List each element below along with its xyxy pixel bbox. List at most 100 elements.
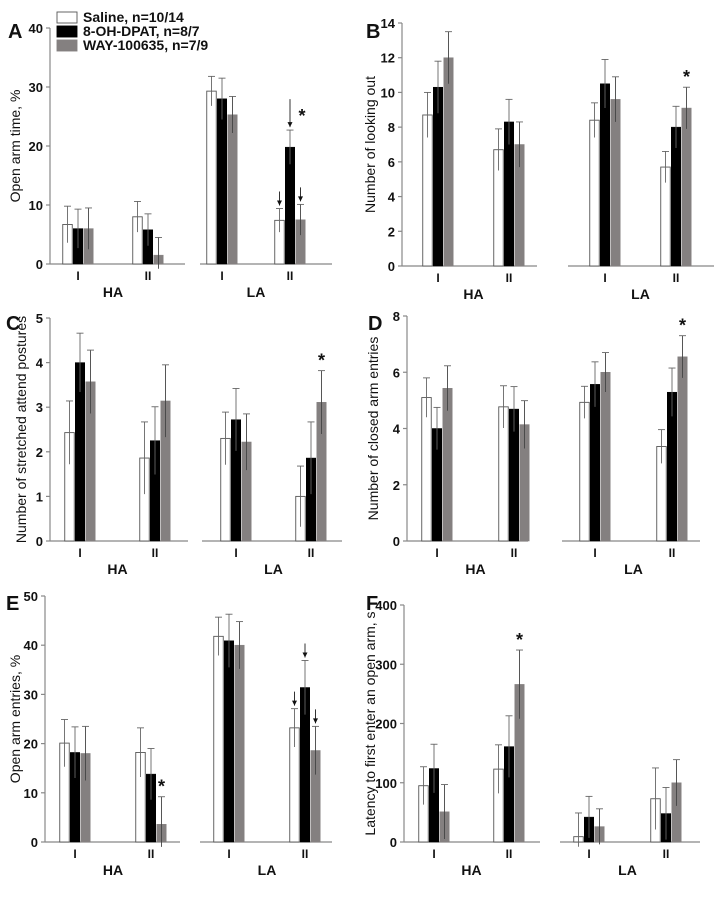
bar — [579, 401, 590, 542]
x-tick-label: II — [506, 847, 513, 861]
bar — [443, 57, 454, 267]
bar — [433, 86, 443, 267]
y-tick-label: 5 — [36, 311, 43, 326]
bar — [589, 119, 600, 267]
y-tick-label: 4 — [388, 190, 396, 205]
y-tick-label: 12 — [381, 51, 395, 66]
y-tick-label: 20 — [24, 737, 38, 752]
y-tick-label: 0 — [390, 835, 397, 850]
panel-label: F — [366, 593, 378, 615]
y-tick-label: 40 — [24, 638, 38, 653]
legend-label: Saline, n=10/14 — [83, 9, 184, 25]
x-tick-label: I — [587, 847, 590, 861]
y-tick-label: 0 — [393, 534, 400, 549]
x-tick-label: II — [152, 546, 159, 560]
legend-swatch — [56, 11, 78, 24]
y-tick-label: 200 — [375, 717, 397, 732]
bar — [213, 635, 224, 843]
y-axis-label: Latency to first enter an open arm, s — [362, 611, 378, 835]
bar — [224, 640, 234, 843]
legend: Saline, n=10/148-OH-DPAT, n=8/7WAY-10063… — [56, 9, 208, 53]
y-tick-label: 6 — [388, 155, 395, 170]
bar — [227, 114, 238, 265]
y-axis-label: Number of closed arm entries — [365, 337, 381, 521]
x-tick-label: II — [145, 269, 152, 283]
bar — [422, 114, 433, 267]
y-tick-label: 50 — [24, 589, 38, 604]
x-tick-label: I — [593, 546, 596, 560]
x-tick-label: I — [78, 546, 81, 560]
y-tick-label: 10 — [29, 198, 43, 213]
panel-label: A — [8, 21, 22, 43]
y-tick-label: 10 — [24, 786, 38, 801]
y-tick-label: 30 — [24, 687, 38, 702]
y-tick-label: 8 — [388, 120, 395, 135]
legend-swatch — [56, 25, 78, 38]
x-tick-label: II — [308, 546, 315, 560]
bar — [681, 107, 692, 267]
panel-label: E — [6, 593, 19, 615]
group-label: LA — [618, 862, 637, 878]
y-axis-label: Open arm entries, % — [7, 655, 23, 783]
bar — [677, 356, 688, 542]
y-tick-label: 0 — [36, 257, 43, 272]
group-label: HA — [103, 284, 123, 300]
arrow-head-icon — [298, 196, 303, 202]
group-label: HA — [463, 286, 483, 302]
x-tick-label: II — [302, 847, 309, 861]
bar — [217, 98, 227, 265]
y-tick-label: 0 — [388, 259, 395, 274]
y-tick-label: 100 — [375, 776, 397, 791]
x-tick-label: II — [663, 847, 670, 861]
bar — [421, 397, 432, 542]
significance-star: * — [318, 351, 325, 371]
y-tick-label: 14 — [381, 16, 396, 31]
significance-star: * — [679, 316, 686, 336]
panel-label: C — [6, 313, 20, 335]
legend-label: 8-OH-DPAT, n=8/7 — [83, 23, 200, 39]
x-tick-label: II — [511, 546, 518, 560]
group-label: LA — [247, 284, 266, 300]
significance-star: * — [298, 106, 305, 126]
arrow-head-icon — [292, 700, 297, 706]
arrow-head-icon — [302, 652, 308, 658]
y-tick-label: 8 — [393, 309, 400, 324]
group-label: HA — [103, 862, 123, 878]
x-tick-label: I — [227, 847, 230, 861]
x-tick-label: II — [287, 269, 294, 283]
x-tick-label: I — [435, 546, 438, 560]
y-tick-label: 4 — [36, 356, 44, 371]
y-tick-label: 400 — [375, 598, 397, 613]
panel-label: D — [368, 313, 382, 335]
x-tick-label: II — [148, 847, 155, 861]
y-tick-label: 2 — [393, 478, 400, 493]
x-tick-label: I — [76, 269, 79, 283]
group-label: LA — [264, 561, 283, 577]
legend-swatch — [56, 39, 78, 52]
x-tick-label: I — [603, 271, 606, 285]
significance-star: * — [683, 67, 690, 87]
y-tick-label: 30 — [29, 80, 43, 95]
arrow-head-icon — [277, 200, 282, 206]
legend-label: WAY-100635, n=7/9 — [83, 37, 208, 53]
x-tick-label: II — [506, 271, 513, 285]
x-tick-label: II — [669, 546, 676, 560]
x-tick-label: I — [234, 546, 237, 560]
x-tick-label: I — [73, 847, 76, 861]
y-axis-label: Number of stretched attend postures — [13, 316, 29, 543]
x-tick-label: I — [220, 269, 223, 283]
arrow-head-icon — [313, 718, 318, 724]
y-tick-label: 1 — [36, 489, 43, 504]
y-tick-label: 40 — [29, 21, 43, 36]
y-axis-label: Number of looking out — [362, 76, 378, 213]
significance-star: * — [516, 630, 523, 650]
panel-label: B — [366, 21, 380, 43]
y-tick-label: 2 — [388, 224, 395, 239]
y-tick-label: 4 — [393, 422, 401, 437]
group-label: LA — [624, 561, 643, 577]
